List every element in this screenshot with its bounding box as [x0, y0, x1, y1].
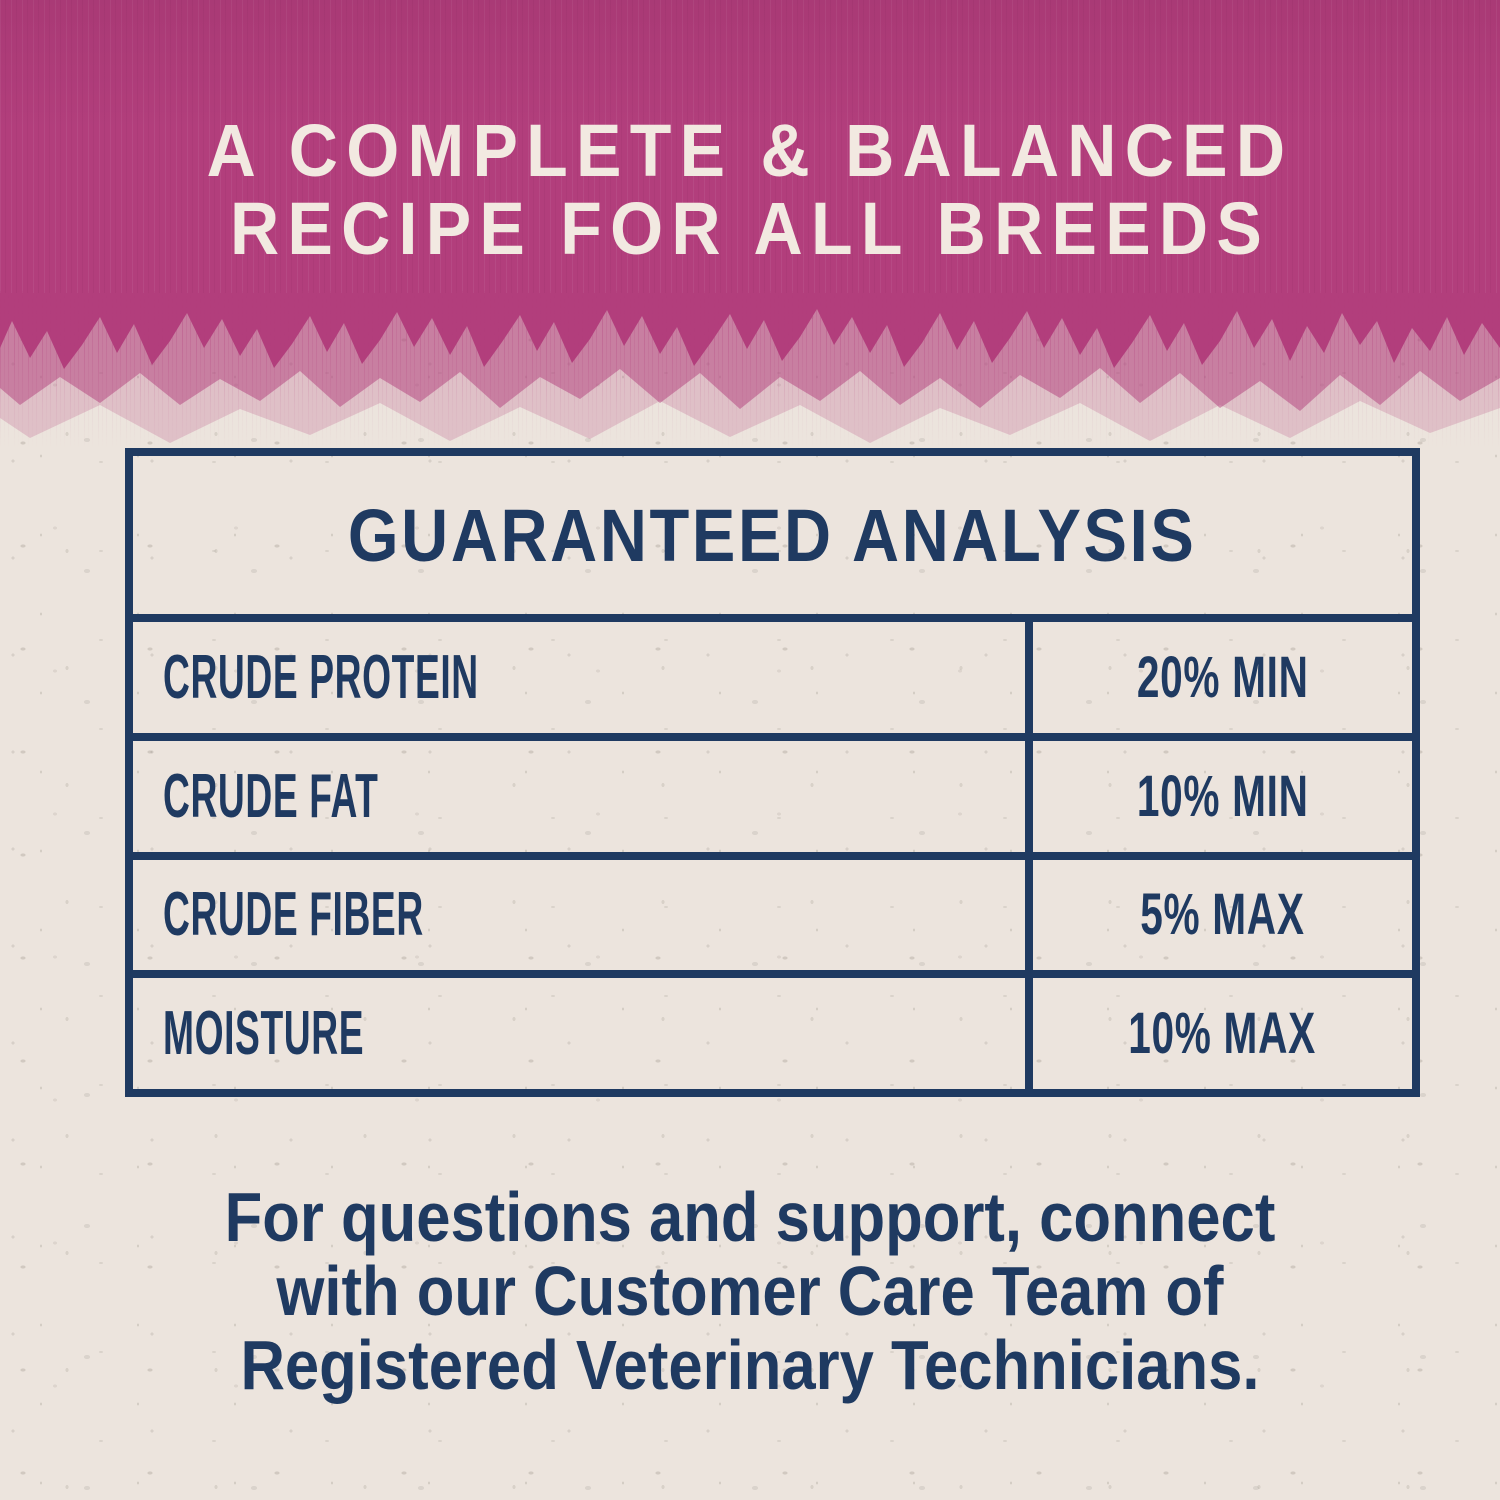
amount-value: 10% MAX [1128, 1001, 1317, 1067]
banner-heading: A COMPLETE & BALANCED RECIPE FOR ALL BRE… [60, 112, 1440, 268]
amount-value: 5% MAX [1140, 882, 1305, 948]
nutrient-label: MOISTURE [163, 999, 365, 1069]
support-note: For questions and support, connect with … [0, 1180, 1500, 1402]
nutrient-cell: CRUDE FIBER [133, 860, 1025, 971]
amount-value: 20% MIN [1136, 644, 1309, 710]
nutrient-cell: MOISTURE [133, 978, 1025, 1089]
amount-value: 10% MIN [1136, 763, 1309, 829]
guaranteed-analysis-table: GUARANTEED ANALYSIS CRUDE PROTEIN 20% MI… [125, 448, 1420, 1097]
support-note-line2: with our Customer Care Team of [276, 1252, 1224, 1330]
table-row: MOISTURE 10% MAX [133, 970, 1412, 1089]
nutrient-label: CRUDE FIBER [163, 880, 424, 950]
table-header: GUARANTEED ANALYSIS [133, 456, 1412, 614]
table-row: CRUDE FIBER 5% MAX [133, 851, 1412, 971]
torn-edge-brush-streaks [0, 291, 1500, 456]
banner: A COMPLETE & BALANCED RECIPE FOR ALL BRE… [0, 0, 1500, 295]
table-title: GUARANTEED ANALYSIS [348, 493, 1197, 577]
support-note-line3: Registered Veterinary Technicians. [240, 1326, 1260, 1404]
nutrient-label: CRUDE FAT [163, 761, 379, 831]
torn-paint-edge [0, 293, 1500, 443]
banner-heading-line2: RECIPE FOR ALL BREEDS [229, 187, 1271, 270]
amount-cell: 10% MIN [1025, 740, 1412, 852]
support-note-line1: For questions and support, connect [224, 1178, 1276, 1256]
amount-cell: 10% MAX [1025, 978, 1412, 1089]
table-row: CRUDE PROTEIN 20% MIN [133, 614, 1412, 733]
table-row: CRUDE FAT 10% MIN [133, 732, 1412, 852]
nutrient-cell: CRUDE FAT [133, 741, 1025, 852]
amount-cell: 5% MAX [1025, 859, 1412, 971]
nutrient-cell: CRUDE PROTEIN [133, 622, 1025, 733]
nutrient-label: CRUDE PROTEIN [163, 642, 479, 712]
amount-cell: 20% MIN [1025, 622, 1412, 733]
banner-heading-line1: A COMPLETE & BALANCED [206, 109, 1294, 192]
